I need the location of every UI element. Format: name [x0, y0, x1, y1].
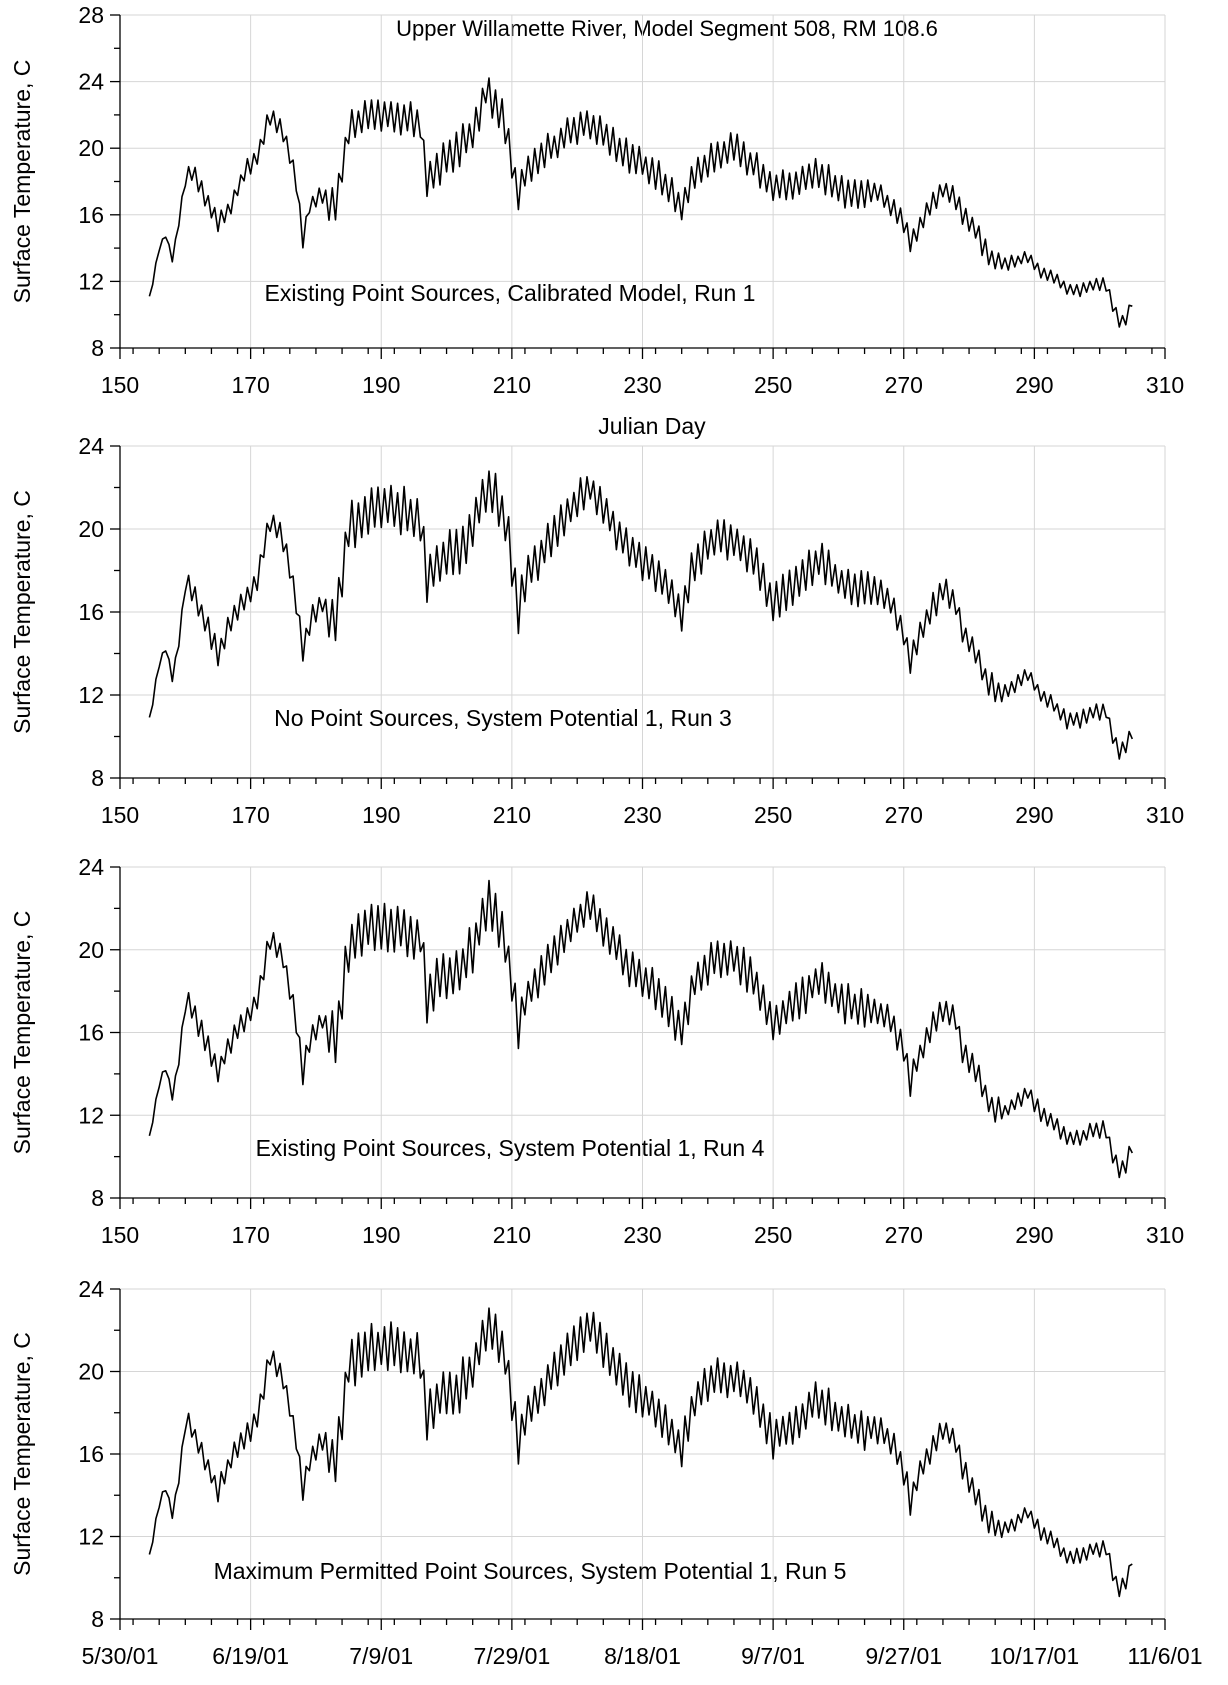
y-tick-label: 12 [78, 1102, 104, 1128]
y-tick-label: 24 [78, 69, 104, 95]
x-axis-title-julian-day: Julian Day [598, 413, 706, 439]
x-tick-label: 7/9/01 [349, 1643, 413, 1669]
x-tick-label: 10/17/01 [990, 1643, 1080, 1669]
x-tick-label: 8/18/01 [604, 1643, 681, 1669]
y-tick-label: 20 [78, 1359, 104, 1385]
x-tick-label: 290 [1015, 1222, 1053, 1248]
y-tick-label: 12 [78, 268, 104, 294]
temperature-series-line [148, 1307, 1133, 1598]
temperature-series-line [148, 77, 1133, 328]
temperature-series-line [148, 470, 1134, 760]
x-tick-label: 310 [1146, 1222, 1184, 1248]
y-axis-title: Surface Temperature, C [9, 1332, 35, 1576]
panel-annotation: No Point Sources, System Potential 1, Ru… [274, 705, 732, 731]
panel-annotation: Existing Point Sources, Calibrated Model… [265, 280, 756, 306]
y-tick-label: 8 [91, 335, 104, 361]
x-tick-label: 6/19/01 [212, 1643, 289, 1669]
x-tick-label: 230 [623, 1222, 661, 1248]
y-tick-label: 20 [78, 135, 104, 161]
y-axis-title: Surface Temperature, C [9, 60, 35, 304]
x-tick-label: 290 [1015, 372, 1053, 398]
x-tick-label: 170 [231, 1222, 269, 1248]
x-tick-label: 150 [101, 802, 139, 828]
panel-annotation: Existing Point Sources, System Potential… [256, 1135, 765, 1161]
x-tick-label: 190 [362, 1222, 400, 1248]
y-tick-label: 20 [78, 516, 104, 542]
x-tick-label: 270 [885, 802, 923, 828]
x-tick-label: 5/30/01 [82, 1643, 159, 1669]
x-tick-label: 9/27/01 [865, 1643, 942, 1669]
x-tick-label: 230 [623, 372, 661, 398]
x-tick-label: 310 [1146, 372, 1184, 398]
y-tick-label: 12 [78, 682, 104, 708]
x-tick-label: 250 [754, 1222, 792, 1248]
x-tick-label: 170 [231, 802, 269, 828]
y-axis-title: Surface Temperature, C [9, 490, 35, 734]
y-tick-label: 24 [78, 854, 104, 880]
x-tick-label: 150 [101, 1222, 139, 1248]
y-tick-label: 16 [78, 599, 104, 625]
chart-panels: 8 12 16 20 24 28 150 170 190 210 230 250 270 290 310 Su… [9, 2, 1203, 1669]
y-tick-label: 28 [78, 2, 104, 28]
chart-panel-2: 8 12 16 20 24 150 170 190 210 230 250 270 290 310 Surf… [9, 433, 1184, 828]
y-tick-label: 16 [78, 202, 104, 228]
chart-panel-3: 8 12 16 20 24 150 170 190 210 230 250 270 290 310 Surf… [9, 854, 1184, 1248]
x-tick-label: 210 [493, 1222, 531, 1248]
panel-annotation: Maximum Permitted Point Sources, System … [214, 1558, 847, 1584]
y-tick-label: 16 [78, 1441, 104, 1467]
x-tick-label: 250 [754, 372, 792, 398]
y-tick-label: 8 [91, 765, 104, 791]
x-tick-label: 190 [362, 802, 400, 828]
x-tick-label: 310 [1146, 802, 1184, 828]
x-tick-label: 170 [231, 372, 269, 398]
x-tick-label: 9/7/01 [741, 1643, 805, 1669]
x-tick-label: 210 [493, 802, 531, 828]
x-tick-label: 270 [885, 1222, 923, 1248]
y-axis-title: Surface Temperature, C [9, 911, 35, 1155]
x-tick-label: 210 [493, 372, 531, 398]
y-tick-label: 8 [91, 1185, 104, 1211]
x-tick-label: 250 [754, 802, 792, 828]
y-tick-label: 24 [78, 1276, 104, 1302]
y-tick-label: 12 [78, 1524, 104, 1550]
y-tick-label: 8 [91, 1606, 104, 1632]
x-tick-label: 150 [101, 372, 139, 398]
y-tick-label: 24 [78, 433, 104, 459]
temperature-series-line [148, 879, 1134, 1179]
x-tick-label: 270 [885, 372, 923, 398]
x-tick-label: 11/6/01 [1127, 1643, 1202, 1669]
chart-panel-4: 8 12 16 20 24 5/30/01 6/19/01 7/9/01 7/29/01 8/18… [9, 1276, 1203, 1669]
y-tick-label: 16 [78, 1020, 104, 1046]
y-tick-label: 20 [78, 937, 104, 963]
x-tick-label: 7/29/01 [474, 1643, 551, 1669]
chart-panel-1: 8 12 16 20 24 28 150 170 190 210 230 250 270 290 310 Su… [9, 2, 1184, 398]
figure-title: Upper Willamette River, Model Segment 50… [396, 16, 938, 41]
x-tick-label: 230 [623, 802, 661, 828]
x-tick-label: 290 [1015, 802, 1053, 828]
x-tick-label: 190 [362, 372, 400, 398]
